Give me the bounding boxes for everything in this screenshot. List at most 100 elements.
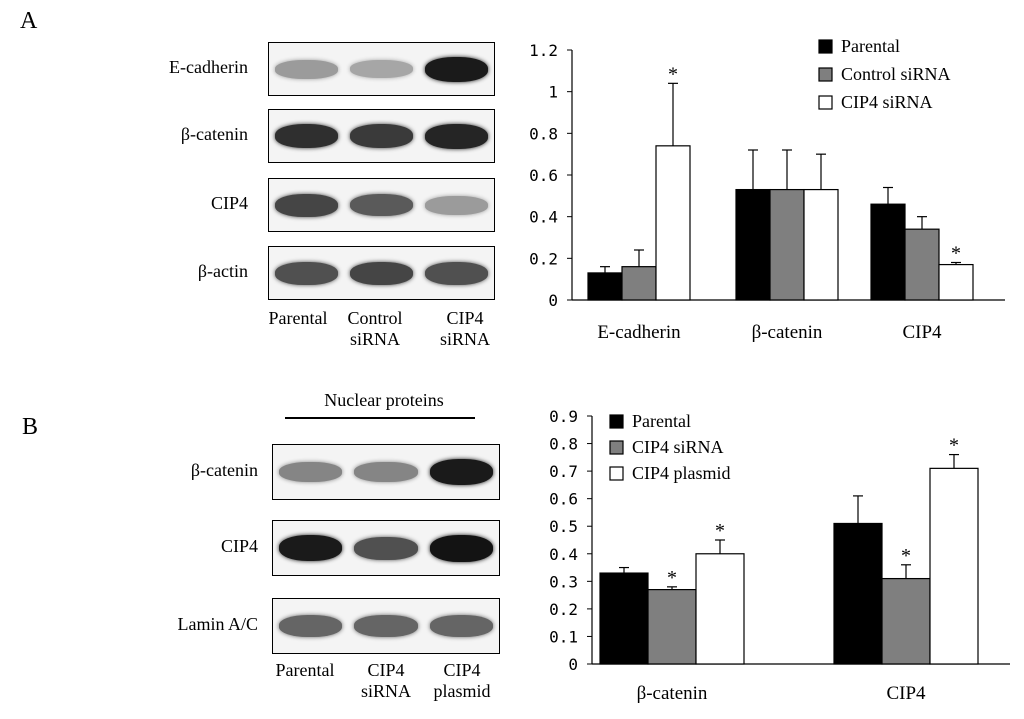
legend-label: Parental (841, 36, 900, 56)
y-tick-label: 0 (568, 655, 578, 674)
y-tick-label: 0.3 (549, 572, 578, 591)
blot-row-label: β-catenin (190, 460, 258, 480)
bar (938, 263, 974, 301)
legend-label: Parental (632, 411, 691, 431)
blot-band (279, 615, 343, 637)
blot-strip (272, 598, 500, 654)
blot-band (429, 459, 493, 485)
y-tick-label: 0.6 (529, 166, 558, 185)
lane-label: CIP4 siRNA (439, 308, 490, 349)
blot-band (429, 534, 493, 562)
blot-row-label: β-catenin (180, 124, 248, 144)
blot-strip (272, 520, 500, 576)
bar (735, 188, 771, 301)
blot-band (279, 462, 343, 482)
y-tick-label: 0 (548, 291, 558, 310)
blot-row-label: E-cadherin (169, 57, 248, 77)
bar-chart-b: 0 0.1 0.2 0.3 0.4 0.5 0.6 0.7 0.8 0.9 * * β-catenin *… (549, 407, 1010, 704)
blot-band (350, 261, 413, 285)
y-tick-label: 0.8 (529, 124, 558, 143)
bar-chart-a: 0 0.2 0.4 0.6 0.8 1 1.2 * E-cadherin β-catenin * CI… (529, 36, 1005, 343)
lane-label: Control siRNA (347, 308, 403, 349)
blot-band (354, 615, 418, 637)
y-tick-label: 0.8 (549, 435, 578, 454)
lane-label: CIP4 siRNA (360, 660, 411, 701)
legend-label: Control siRNA (841, 64, 951, 84)
blot-band (429, 615, 493, 637)
blot-band (279, 535, 343, 561)
category-label: CIP4 (902, 322, 942, 343)
blot-band (354, 462, 418, 482)
blot-band (354, 536, 418, 560)
blot-band (425, 195, 488, 215)
legend-swatch (818, 39, 833, 54)
significance-star: * (667, 567, 677, 589)
y-tick-label: 0.5 (549, 517, 578, 536)
bar (803, 188, 839, 301)
blot-band (275, 261, 338, 285)
significance-star: * (901, 545, 911, 567)
blot-row-label: CIP4 (220, 536, 258, 556)
y-tick-label: 1.2 (529, 41, 558, 60)
bar (881, 577, 931, 665)
blot-band (425, 56, 488, 82)
bar (587, 272, 623, 301)
y-tick-label: 0.2 (529, 249, 558, 268)
y-tick-label: 1 (548, 83, 558, 102)
bar (647, 589, 697, 665)
legend-swatch (609, 440, 624, 455)
blot-strip (268, 109, 495, 163)
blot-row-label: Lamin A/C (177, 614, 259, 634)
blot-band (275, 124, 338, 148)
category-label: CIP4 (886, 683, 926, 704)
blot-strip (268, 178, 495, 232)
header-underline (285, 417, 475, 419)
blot-strip (268, 42, 495, 96)
bar (870, 203, 906, 301)
legend-swatch (818, 67, 833, 82)
blot-band (425, 261, 488, 285)
bar (929, 467, 979, 665)
blot-strip (268, 246, 495, 300)
blot-strip (272, 444, 500, 500)
bar (599, 572, 649, 665)
bar (904, 228, 940, 301)
blot-band (275, 59, 338, 79)
y-tick-label: 0.2 (549, 600, 578, 619)
significance-star: * (949, 435, 959, 457)
nuclear-proteins-header: Nuclear proteins (324, 390, 444, 410)
blot-row-label: CIP4 (210, 193, 248, 213)
blot-band (425, 123, 488, 149)
blot-row-label: β-actin (197, 261, 248, 281)
y-tick-label: 0.1 (549, 627, 578, 646)
y-tick-label: 0.9 (549, 407, 578, 426)
bar (769, 188, 805, 301)
bar (655, 145, 691, 301)
legend-label: CIP4 siRNA (632, 437, 724, 457)
significance-star: * (951, 243, 961, 265)
bar (695, 553, 745, 665)
bar (833, 522, 883, 665)
category-label: β-catenin (752, 322, 823, 343)
panel-a-letter: A (20, 8, 38, 34)
y-tick-label: 0.7 (549, 462, 578, 481)
legend-swatch (818, 95, 833, 110)
category-label: β-catenin (637, 683, 708, 704)
lane-label: CIP4 plasmid (433, 660, 491, 701)
lane-label: Parental (275, 660, 335, 680)
legend-label: CIP4 plasmid (632, 463, 731, 483)
y-tick-label: 0.4 (549, 545, 578, 564)
significance-star: * (668, 63, 678, 85)
lane-label: Parental (268, 308, 328, 328)
blot-band (350, 124, 413, 148)
legend-swatch (609, 414, 624, 429)
blot-band (350, 60, 413, 78)
panel-b-letter: B (22, 414, 39, 440)
bar (621, 266, 657, 301)
significance-star: * (715, 520, 725, 542)
blot-band (350, 194, 413, 216)
y-tick-label: 0.4 (529, 208, 558, 227)
blot-band (275, 193, 338, 217)
legend-label: CIP4 siRNA (841, 92, 933, 112)
legend-swatch (609, 466, 624, 481)
